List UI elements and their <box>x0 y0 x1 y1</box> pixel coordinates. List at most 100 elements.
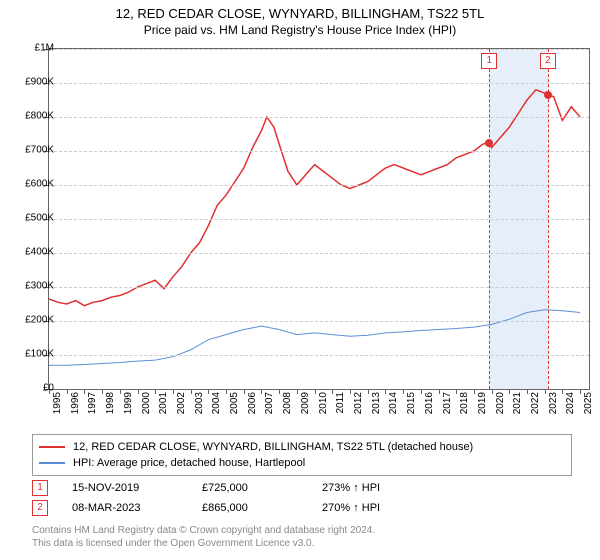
transaction-dot <box>544 91 552 99</box>
x-axis-label: 1995 <box>52 392 63 414</box>
x-tick <box>297 389 298 394</box>
x-tick <box>315 389 316 394</box>
transaction-index-icon: 2 <box>32 500 48 516</box>
y-axis-label: £700K <box>6 145 54 156</box>
y-gridline <box>49 151 589 152</box>
x-tick <box>120 389 121 394</box>
x-tick <box>562 389 563 394</box>
transaction-date: 15-NOV-2019 <box>72 482 202 494</box>
transaction-index-icon: 1 <box>32 480 48 496</box>
x-tick <box>84 389 85 394</box>
x-tick <box>545 389 546 394</box>
x-axis-label: 1998 <box>105 392 116 414</box>
x-tick <box>138 389 139 394</box>
footer-line-1: Contains HM Land Registry data © Crown c… <box>32 524 375 537</box>
x-tick <box>67 389 68 394</box>
legend-box: 12, RED CEDAR CLOSE, WYNYARD, BILLINGHAM… <box>32 434 572 476</box>
y-axis-label: £900K <box>6 77 54 88</box>
x-axis-label: 2005 <box>229 392 240 414</box>
x-tick <box>439 389 440 394</box>
chart-plot-area: 12 <box>48 48 590 390</box>
series-line <box>49 310 580 365</box>
y-gridline <box>49 49 589 50</box>
y-axis-label: £200K <box>6 315 54 326</box>
legend-swatch <box>39 462 65 464</box>
x-axis-label: 2004 <box>211 392 222 414</box>
x-tick <box>332 389 333 394</box>
x-tick <box>509 389 510 394</box>
x-axis-label: 1999 <box>123 392 134 414</box>
y-gridline <box>49 117 589 118</box>
y-gridline <box>49 219 589 220</box>
y-gridline <box>49 253 589 254</box>
y-axis-label: £500K <box>6 213 54 224</box>
transaction-pct: 270% ↑ HPI <box>322 502 442 514</box>
x-axis-label: 2003 <box>194 392 205 414</box>
x-tick <box>173 389 174 394</box>
y-axis-label: £100K <box>6 349 54 360</box>
y-axis-label: £800K <box>6 111 54 122</box>
y-axis-label: £0 <box>6 383 54 394</box>
x-axis-label: 2007 <box>264 392 275 414</box>
x-tick <box>191 389 192 394</box>
legend-swatch <box>39 446 65 448</box>
transaction-marker: 1 <box>481 53 497 69</box>
x-tick <box>244 389 245 394</box>
chart-subtitle: Price paid vs. HM Land Registry's House … <box>0 21 600 41</box>
transaction-vline <box>489 49 490 389</box>
x-axis-label: 2009 <box>300 392 311 414</box>
transaction-price: £725,000 <box>202 482 322 494</box>
x-axis-label: 2023 <box>548 392 559 414</box>
x-axis-label: 2011 <box>335 392 346 414</box>
x-axis-label: 2013 <box>371 392 382 414</box>
transactions-table: 1 15-NOV-2019£725,000273% ↑ HPI 2 08-MAR-20… <box>32 478 442 518</box>
x-axis-label: 2019 <box>477 392 488 414</box>
series-line <box>49 90 580 306</box>
x-axis-label: 2000 <box>141 392 152 414</box>
transaction-vline <box>548 49 549 389</box>
y-gridline <box>49 355 589 356</box>
x-axis-label: 2017 <box>442 392 453 414</box>
chart-title: 12, RED CEDAR CLOSE, WYNYARD, BILLINGHAM… <box>0 0 600 21</box>
transaction-row: 2 08-MAR-2023£865,000270% ↑ HPI <box>32 498 442 518</box>
footer-attribution: Contains HM Land Registry data © Crown c… <box>32 524 375 550</box>
x-axis-label: 2024 <box>565 392 576 414</box>
transaction-date: 08-MAR-2023 <box>72 502 202 514</box>
x-tick <box>456 389 457 394</box>
transaction-price: £865,000 <box>202 502 322 514</box>
x-axis-label: 2018 <box>459 392 470 414</box>
x-axis-label: 2020 <box>495 392 506 414</box>
x-axis-label: 2010 <box>318 392 329 414</box>
transaction-marker: 2 <box>540 53 556 69</box>
x-tick <box>208 389 209 394</box>
x-tick <box>403 389 404 394</box>
x-tick <box>527 389 528 394</box>
x-axis-label: 2022 <box>530 392 541 414</box>
x-tick <box>226 389 227 394</box>
legend-label: HPI: Average price, detached house, Hart… <box>73 457 305 469</box>
x-axis-label: 2014 <box>388 392 399 414</box>
y-axis-label: £600K <box>6 179 54 190</box>
x-tick <box>385 389 386 394</box>
x-tick <box>368 389 369 394</box>
x-tick <box>474 389 475 394</box>
x-axis-label: 2006 <box>247 392 258 414</box>
y-gridline <box>49 185 589 186</box>
transaction-pct: 273% ↑ HPI <box>322 482 442 494</box>
x-axis-label: 2025 <box>583 392 594 414</box>
transaction-row: 1 15-NOV-2019£725,000273% ↑ HPI <box>32 478 442 498</box>
y-gridline <box>49 321 589 322</box>
x-axis-label: 1996 <box>70 392 81 414</box>
x-axis-label: 2001 <box>158 392 169 414</box>
y-gridline <box>49 287 589 288</box>
y-axis-label: £400K <box>6 247 54 258</box>
x-axis-label: 2016 <box>424 392 435 414</box>
x-axis-label: 2002 <box>176 392 187 414</box>
x-tick <box>580 389 581 394</box>
x-axis-label: 1997 <box>87 392 98 414</box>
legend-item: 12, RED CEDAR CLOSE, WYNYARD, BILLINGHAM… <box>39 439 565 455</box>
x-axis-label: 2012 <box>353 392 364 414</box>
x-tick <box>492 389 493 394</box>
x-tick <box>421 389 422 394</box>
x-tick <box>261 389 262 394</box>
